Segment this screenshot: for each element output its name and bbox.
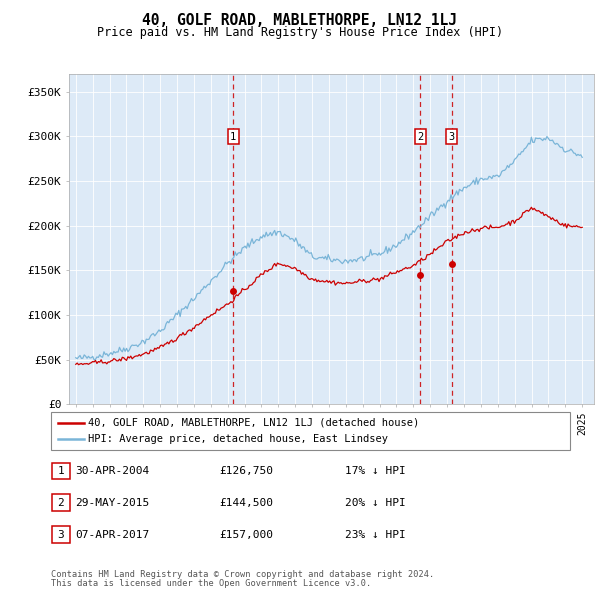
Text: 17% ↓ HPI: 17% ↓ HPI (345, 466, 406, 476)
Text: 40, GOLF ROAD, MABLETHORPE, LN12 1LJ (detached house): 40, GOLF ROAD, MABLETHORPE, LN12 1LJ (de… (88, 418, 419, 428)
Text: Price paid vs. HM Land Registry's House Price Index (HPI): Price paid vs. HM Land Registry's House … (97, 26, 503, 39)
Text: 1: 1 (230, 132, 236, 142)
Text: 29-MAY-2015: 29-MAY-2015 (75, 498, 149, 507)
Text: 30-APR-2004: 30-APR-2004 (75, 466, 149, 476)
Text: HPI: Average price, detached house, East Lindsey: HPI: Average price, detached house, East… (88, 434, 388, 444)
Text: 07-APR-2017: 07-APR-2017 (75, 530, 149, 539)
Text: 2: 2 (417, 132, 424, 142)
Text: 3: 3 (57, 530, 64, 539)
Text: £144,500: £144,500 (219, 498, 273, 507)
Text: £157,000: £157,000 (219, 530, 273, 539)
Text: £126,750: £126,750 (219, 466, 273, 476)
Text: 2: 2 (57, 498, 64, 507)
Text: 23% ↓ HPI: 23% ↓ HPI (345, 530, 406, 539)
Text: This data is licensed under the Open Government Licence v3.0.: This data is licensed under the Open Gov… (51, 579, 371, 588)
Text: 3: 3 (449, 132, 455, 142)
Text: 1: 1 (57, 466, 64, 476)
Text: 40, GOLF ROAD, MABLETHORPE, LN12 1LJ: 40, GOLF ROAD, MABLETHORPE, LN12 1LJ (143, 13, 458, 28)
Text: Contains HM Land Registry data © Crown copyright and database right 2024.: Contains HM Land Registry data © Crown c… (51, 571, 434, 579)
Text: 20% ↓ HPI: 20% ↓ HPI (345, 498, 406, 507)
